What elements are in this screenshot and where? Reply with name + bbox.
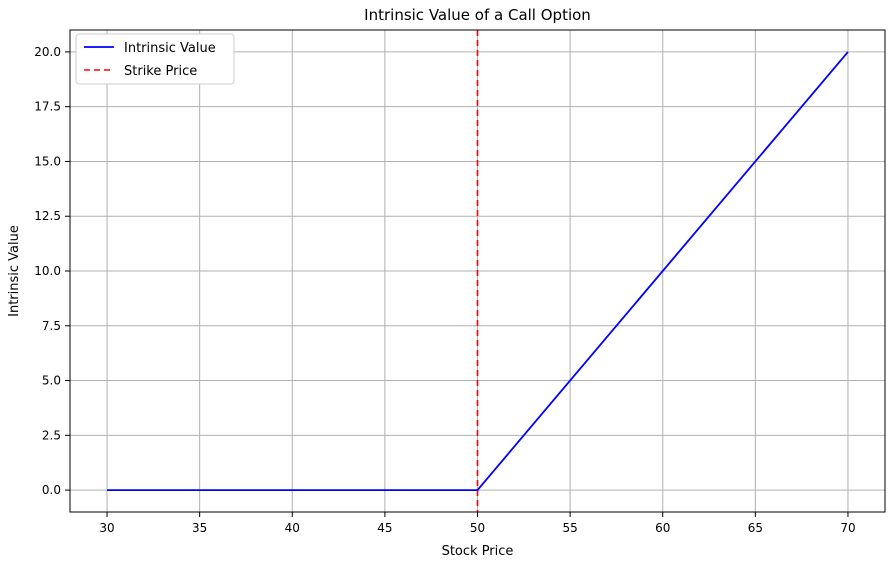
y-tick-label-10-0: 10.0: [34, 264, 61, 278]
y-tick-label-12-5: 12.5: [34, 209, 61, 223]
intrinsic-value-line: [107, 51, 849, 491]
chart-title: Intrinsic Value of a Call Option: [364, 6, 591, 24]
y-tick-label-17-5: 17.5: [34, 100, 61, 114]
y-axis-title: Intrinsic Value: [7, 225, 22, 317]
y-tick-label-15-0: 15.0: [34, 154, 61, 168]
x-tick-label-45: 45: [377, 521, 392, 535]
legend-intrinsic-value-label: Intrinsic Value: [124, 41, 216, 56]
plot-series: [107, 30, 849, 512]
axis-ticks: 30 35 40 45 50 55 60 65 70 0.0 2.5 5.0 7.5 10.0 12.5 15…: [34, 45, 855, 535]
x-tick-label-65: 65: [748, 521, 763, 535]
y-tick-label-7-5: 7.5: [42, 319, 61, 333]
legend: Intrinsic Value Strike Price: [75, 33, 235, 85]
x-tick-label-70: 70: [840, 521, 855, 535]
legend-strike-price-label: Strike Price: [124, 64, 197, 79]
y-tick-label-5-0: 5.0: [42, 374, 61, 388]
legend-box: [75, 33, 235, 85]
x-tick-label-40: 40: [285, 521, 300, 535]
x-axis-title: Stock Price: [442, 544, 514, 559]
y-tick-label-20-0: 20.0: [34, 45, 61, 59]
x-tick-label-50: 50: [470, 521, 485, 535]
y-tick-label-0-0: 0.0: [42, 483, 61, 497]
y-tick-label-2-5: 2.5: [42, 428, 61, 442]
x-tick-label-60: 60: [655, 521, 670, 535]
x-tick-label-55: 55: [562, 521, 577, 535]
x-tick-label-30: 30: [99, 521, 114, 535]
x-tick-label-35: 35: [192, 521, 207, 535]
